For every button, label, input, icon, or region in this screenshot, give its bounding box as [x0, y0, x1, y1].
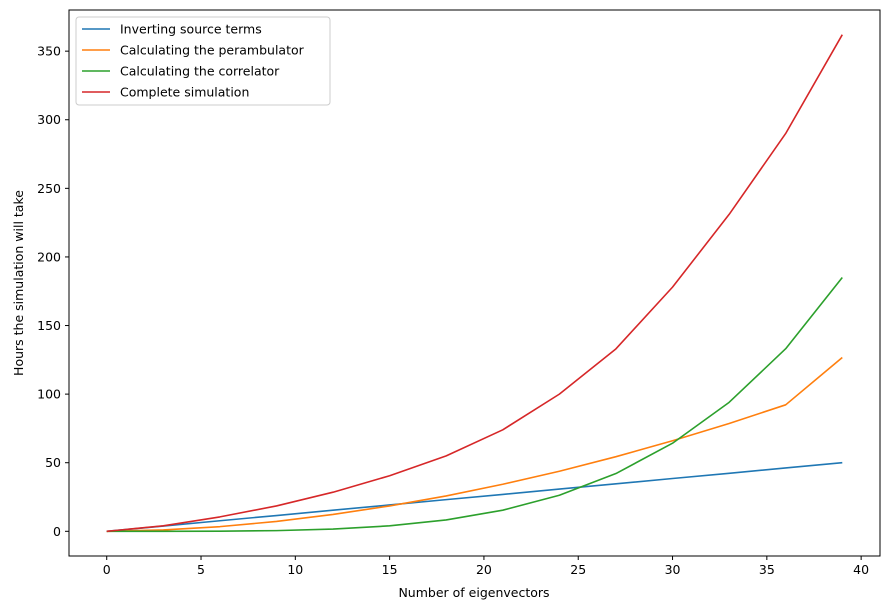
y-tick-label: 0 [53, 524, 61, 539]
x-tick-label: 20 [476, 562, 492, 577]
legend-label-3: Calculating the correlator [120, 64, 280, 79]
y-tick-label: 250 [37, 181, 61, 196]
series-line-4 [106, 34, 843, 533]
legend: Inverting source terms Calculating the pe… [75, 16, 331, 106]
series-line-3 [106, 277, 843, 533]
y-tick-label: 200 [37, 249, 61, 264]
x-tick-label: 40 [853, 562, 869, 577]
y-axis: 0 50 100 150 200 250 300 350 [37, 44, 69, 539]
x-tick-label: 35 [759, 562, 775, 577]
x-axis: 0 5 10 15 20 25 30 35 40 [103, 556, 869, 577]
x-tick-label: 30 [665, 562, 681, 577]
x-axis-label: Number of eigenvectors [398, 585, 549, 600]
y-tick-label: 300 [37, 112, 61, 127]
x-tick-label: 10 [287, 562, 303, 577]
legend-label-2: Calculating the perambulator [120, 43, 305, 58]
x-tick-label: 5 [197, 562, 205, 577]
y-tick-label: 100 [37, 387, 61, 402]
series-line-1 [106, 461, 843, 533]
y-tick-label: 150 [37, 318, 61, 333]
series-line-2 [106, 356, 843, 533]
series-lines [106, 34, 843, 533]
x-tick-label: 0 [103, 562, 111, 577]
x-tick-label: 15 [382, 562, 398, 577]
y-axis-label: Hours the simulation will take [11, 190, 26, 376]
x-tick-label: 25 [570, 562, 586, 577]
legend-box [75, 16, 331, 106]
y-tick-label: 50 [45, 455, 61, 470]
legend-label-4: Complete simulation [120, 85, 249, 100]
y-tick-label: 350 [37, 44, 61, 59]
legend-label-1: Inverting source terms [120, 22, 262, 37]
